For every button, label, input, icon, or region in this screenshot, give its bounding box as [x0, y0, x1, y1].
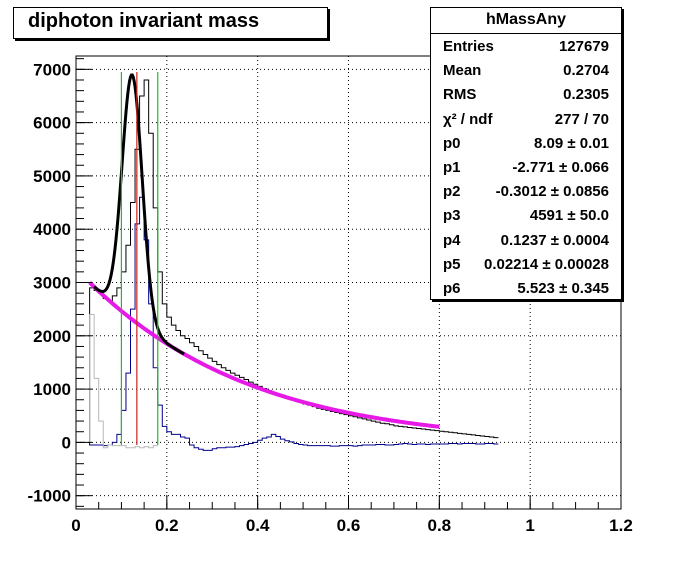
x-tick-label: 0.8: [428, 516, 452, 535]
stats-row: p6 5.523 ± 0.345: [431, 276, 621, 300]
stats-value: 0.1237 ± 0.0004: [500, 231, 609, 249]
x-tick-label: 0: [71, 516, 80, 535]
stats-value: -2.771 ± 0.066: [512, 158, 609, 176]
stats-row: p3 4591 ± 50.0: [431, 203, 621, 227]
stats-key: Mean: [443, 62, 482, 80]
stats-value: 0.2305: [563, 86, 609, 104]
x-tick-label: 1: [525, 516, 534, 535]
y-tick-label: -1000: [28, 487, 71, 506]
x-tick-label: 0.6: [337, 516, 361, 535]
y-tick-label: 0: [62, 433, 71, 452]
y-tick-label: 4000: [33, 220, 71, 239]
axis-ticks: [75, 58, 622, 509]
x-tick-label: 0.2: [155, 516, 179, 535]
stats-key: p5: [443, 255, 461, 273]
stats-row: p0 8.09 ± 0.01: [431, 131, 621, 155]
stats-key: p6: [443, 279, 461, 297]
stats-key: p0: [443, 134, 461, 152]
y-tick-label: 5000: [33, 167, 71, 186]
chart-title: diphoton invariant mass: [28, 10, 260, 32]
stats-key: p3: [443, 207, 461, 225]
stats-row: Mean 0.2704: [431, 58, 621, 82]
chart-title-box: diphoton invariant mass: [13, 7, 328, 39]
y-tick-label: 7000: [33, 60, 71, 79]
stats-row: χ² / ndf 277 / 70: [431, 107, 621, 131]
stats-key: p4: [443, 231, 461, 249]
stats-row: p2 -0.3012 ± 0.0856: [431, 179, 621, 203]
stats-box: hMassAny Entries 127679 Mean 0.2704 RMS 0.2…: [430, 7, 622, 300]
y-tick-label: 1000: [33, 380, 71, 399]
y-tick-label: 3000: [33, 274, 71, 293]
stats-row: p4 0.1237 ± 0.0004: [431, 228, 621, 252]
x-tick-label: 1.2: [609, 516, 633, 535]
background-fit-curve: [88, 281, 440, 429]
stats-value: 277 / 70: [554, 110, 609, 128]
stats-key: p1: [443, 158, 461, 176]
stats-value: 0.02214 ± 0.00028: [483, 255, 609, 273]
stats-row: Entries 127679: [431, 34, 621, 58]
stats-value: 127679: [558, 38, 609, 55]
stats-row: p5 0.02214 ± 0.00028: [431, 252, 621, 276]
stats-value: 0.2704: [563, 62, 609, 80]
y-tick-label: 6000: [33, 114, 71, 133]
axis-tick-labels: 0 0.2 0.4 0.6 0.8 1 1.2-1000010002000300040005…: [28, 60, 633, 535]
total-fit-curve: [93, 73, 185, 356]
stats-value: 5.523 ± 0.345: [517, 279, 609, 297]
x-tick-label: 0.4: [246, 516, 270, 535]
stats-key: Entries: [443, 38, 494, 55]
stats-key: RMS: [443, 86, 477, 104]
fit-curves: [88, 73, 440, 429]
stats-value: -0.3012 ± 0.0856: [495, 183, 609, 201]
stats-value: 8.09 ± 0.01: [534, 134, 609, 152]
window-lines: [120, 71, 159, 446]
stats-row: RMS 0.2305: [431, 82, 621, 106]
stats-histogram-name: hMassAny: [431, 8, 621, 34]
stats-row: p1 -2.771 ± 0.066: [431, 155, 621, 179]
y-tick-label: 2000: [33, 327, 71, 346]
histogram-line: [89, 313, 158, 449]
stats-value: 4591 ± 50.0: [529, 207, 609, 225]
stats-key: p2: [443, 183, 461, 201]
stats-key: χ² / ndf: [443, 110, 493, 128]
